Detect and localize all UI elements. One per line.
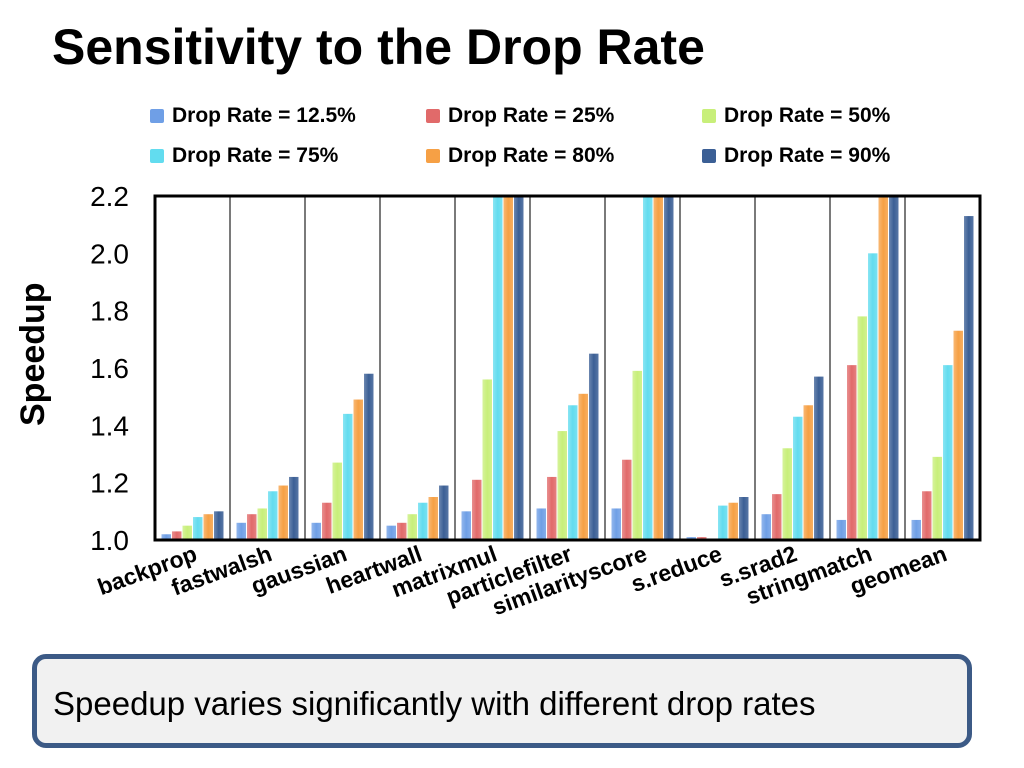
legend-swatch [150, 149, 164, 163]
bar [728, 502, 738, 540]
slide-title: Sensitivity to the Drop Rate [52, 19, 705, 75]
bar [568, 405, 578, 540]
bar [622, 459, 632, 540]
bar [664, 196, 674, 540]
bar [311, 522, 321, 540]
y-tick-label: 1.0 [90, 525, 129, 556]
bar [503, 196, 513, 540]
legend-item: Drop Rate = 75% [150, 144, 338, 168]
legend-item: Drop Rate = 80% [426, 144, 614, 168]
bar [203, 514, 213, 540]
bar [536, 508, 546, 540]
bar [482, 379, 492, 540]
legend-swatch [150, 109, 164, 123]
y-tick-label: 2.2 [90, 181, 129, 212]
legend-swatch [426, 149, 440, 163]
bar [557, 431, 567, 540]
y-tick-label: 2.0 [90, 238, 129, 269]
bar [493, 196, 503, 540]
bar [407, 514, 417, 540]
bar [172, 531, 182, 540]
bar [653, 196, 663, 540]
bar [236, 522, 246, 540]
bar [836, 519, 846, 540]
bar [611, 508, 621, 540]
bar [868, 253, 878, 541]
legend-swatch [702, 109, 716, 123]
bar [922, 491, 932, 540]
bar [472, 479, 482, 540]
legend-label: Drop Rate = 12.5% [172, 104, 356, 127]
bar [343, 413, 353, 540]
y-tick-label: 1.4 [90, 410, 129, 441]
legend-label: Drop Rate = 50% [724, 104, 891, 127]
bar [953, 330, 963, 540]
bar [428, 497, 438, 540]
bar [739, 497, 749, 540]
bar [911, 519, 921, 540]
bar [793, 416, 803, 540]
bar [161, 534, 171, 540]
bar [247, 514, 257, 540]
bar [578, 393, 588, 540]
bar [353, 399, 363, 540]
bar [439, 485, 449, 540]
legend-swatch [426, 109, 440, 123]
bar [718, 505, 728, 540]
bar [889, 196, 899, 540]
bar [847, 365, 857, 540]
bar [878, 196, 888, 540]
bar [643, 196, 653, 540]
legend-label: Drop Rate = 90% [724, 144, 891, 167]
bar [182, 525, 192, 540]
bar [268, 491, 278, 540]
bar [397, 522, 407, 540]
bar [289, 476, 299, 540]
bar-chart: 1.01.21.41.61.82.02.2backpropfastwalshga… [90, 181, 982, 620]
bar [547, 476, 557, 540]
bar [932, 456, 942, 540]
y-tick-label: 1.2 [90, 468, 129, 499]
bar [782, 448, 792, 540]
legend-swatch [702, 149, 716, 163]
bar [964, 216, 974, 541]
legend-item: Drop Rate = 12.5% [150, 104, 356, 128]
legend-item: Drop Rate = 25% [426, 104, 614, 128]
legend-label: Drop Rate = 25% [448, 104, 615, 127]
bar [386, 525, 396, 540]
bar [193, 517, 203, 540]
bar [364, 373, 374, 540]
bar [332, 462, 342, 540]
bar [857, 316, 867, 540]
bar [214, 511, 224, 540]
legend-item: Drop Rate = 90% [702, 144, 890, 168]
bar [322, 502, 332, 540]
bar [761, 514, 771, 540]
bar [589, 353, 599, 540]
bar [257, 508, 267, 540]
legend-label: Drop Rate = 75% [172, 144, 339, 167]
legend-label: Drop Rate = 80% [448, 144, 615, 167]
chart-legend: Drop Rate = 12.5% Drop Rate = 25% Drop R… [150, 104, 950, 174]
bar [943, 365, 953, 540]
bar [514, 196, 524, 540]
callout-box: Speedup varies significantly with differ… [32, 654, 972, 748]
legend-item: Drop Rate = 50% [702, 104, 890, 128]
bar [803, 405, 813, 540]
bar [461, 511, 471, 540]
y-tick-label: 1.6 [90, 353, 129, 384]
plot-frame [153, 194, 982, 542]
bar [632, 370, 642, 540]
bar [278, 485, 288, 540]
bar [772, 494, 782, 540]
bar [418, 502, 428, 540]
callout-text: Speedup varies significantly with differ… [53, 685, 816, 722]
bar [814, 376, 824, 540]
y-tick-label: 1.8 [90, 296, 129, 327]
